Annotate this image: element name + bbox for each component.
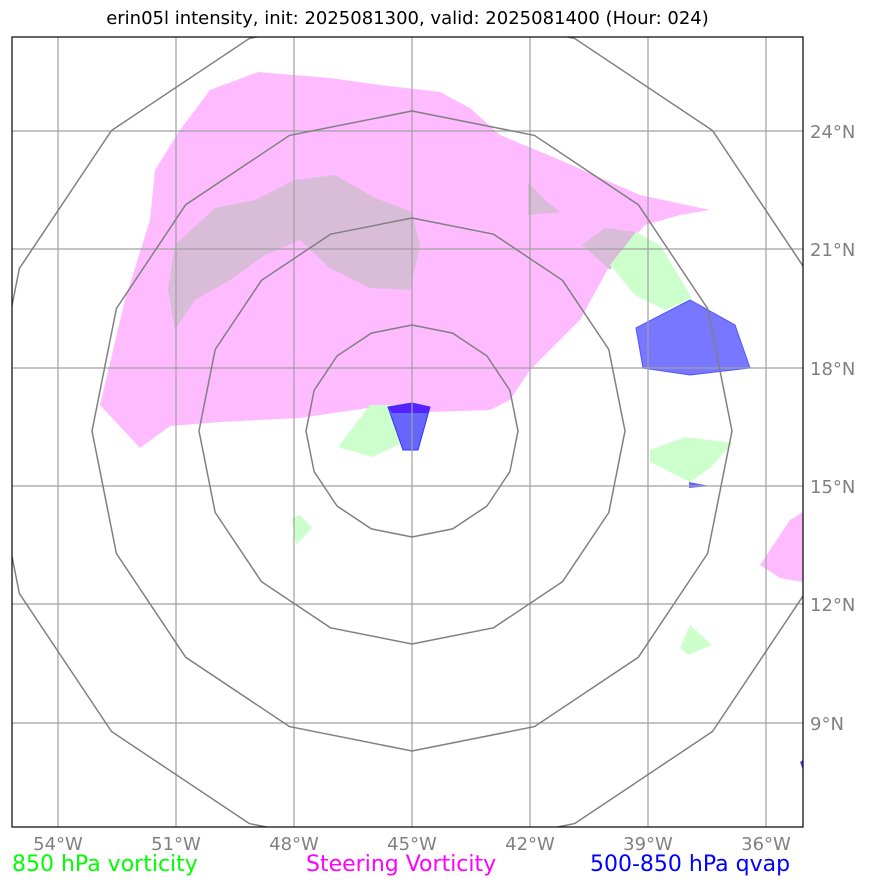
y-tick-label: 18°N [810,359,855,380]
plot-title: erin05l intensity, init: 2025081300, val… [106,8,709,29]
steering-overlap-small [528,182,560,215]
qvap-area-center-top [388,403,430,413]
x-tick-label: 36°W [741,834,791,855]
y-tick-label: 21°N [810,240,855,261]
range-ring [91,110,733,752]
range-rings [12,37,803,827]
y-axis-ticks: 24°N 21°N 18°N 15°N 12°N 9°N [810,122,855,735]
x-tick-label: 54°W [33,834,83,855]
x-axis-ticks: 54°W 51°W 48°W 45°W 42°W 39°W 36°W [33,834,791,855]
steering-overlap-area [168,175,420,330]
gridlines [12,37,803,827]
legend-qvap: 500-850 hPa qvap [590,852,791,877]
x-tick-label: 48°W [269,834,319,855]
legend-850hpa-vorticity: 850 hPa vorticity [12,852,198,877]
x-tick-label: 45°W [387,834,437,855]
vorticity-area-east-upper [610,232,692,310]
y-tick-label: 24°N [810,122,855,143]
plot-frame [11,36,804,828]
x-tick-label: 42°W [505,834,555,855]
legend-steering-vorticity: Steering Vorticity [306,852,497,877]
x-tick-label: 51°W [151,834,201,855]
vorticity-area-small-southeast [680,625,712,655]
steering-vorticity-east-area [760,512,803,582]
range-ring [12,37,803,827]
vorticity-area-center [338,405,405,457]
qvap-area-center [387,402,431,451]
y-tick-label: 12°N [810,595,855,616]
range-ring [198,217,626,645]
x-tick-label: 39°W [623,834,673,855]
range-ring [305,324,519,538]
qvap-area-east [635,299,751,376]
y-tick-label: 9°N [810,714,844,735]
qvap-area-east-sliver [689,482,710,488]
qvap-area-edge [800,760,803,770]
vorticity-area-east-mid [650,437,733,482]
vorticity-area-small-west [292,515,312,545]
y-tick-label: 15°N [810,477,855,498]
